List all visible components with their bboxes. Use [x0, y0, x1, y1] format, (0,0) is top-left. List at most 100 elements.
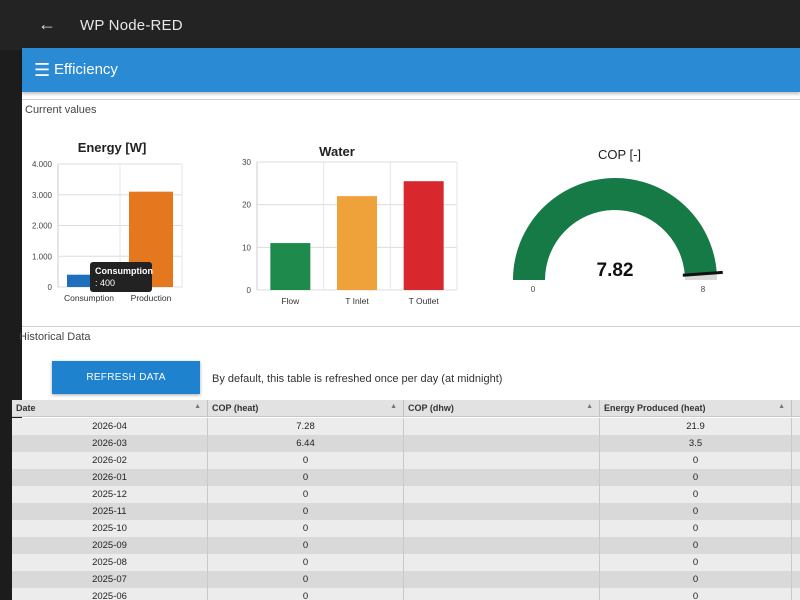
cell-date: 2025-08: [12, 554, 208, 571]
cell-energy-heat: 0: [600, 486, 792, 503]
cell-date: 2025-12: [12, 486, 208, 503]
cell-date: 2025-07: [12, 571, 208, 588]
cell-cop-heat: 0: [208, 486, 404, 503]
cell-energy-heat: 0: [600, 588, 792, 600]
cell-cop-heat: 0: [208, 452, 404, 469]
cell-cop-dhw: [404, 520, 600, 537]
column-header-date[interactable]: Date ▲: [12, 400, 208, 417]
cell-cop-dhw: [404, 588, 600, 600]
table-row[interactable]: 2025-11 0 0: [12, 503, 800, 520]
y-tick-label: 3.000: [32, 191, 53, 200]
y-tick-label: 2.000: [32, 222, 53, 231]
cell-cop-heat: 6.44: [208, 435, 404, 452]
chart-tooltip: Consumption : 400: [90, 262, 153, 292]
y-tick-label: 0: [247, 286, 252, 295]
cell-cop-dhw: [404, 486, 600, 503]
tooltip-value: : 400: [95, 278, 116, 288]
cell-date: 2026-02: [12, 452, 208, 469]
table-row[interactable]: 2026-03 6.44 3.5: [12, 435, 800, 452]
cell-cop-heat: 0: [208, 588, 404, 600]
app-bar: ☰ Efficiency: [22, 48, 800, 92]
cell-energy-heat: 0: [600, 554, 792, 571]
x-tick-label: Consumption: [64, 293, 114, 303]
gauge-fill: [513, 177, 717, 280]
refresh-data-button[interactable]: REFRESH DATA: [52, 361, 200, 394]
cell-cop-dhw: [404, 435, 600, 452]
cell-cop-heat: 0: [208, 537, 404, 554]
table-row[interactable]: 2025-09 0 0: [12, 537, 800, 554]
table-row[interactable]: 2025-06 0 0: [12, 588, 800, 600]
table-header: Date ▲ COP (heat) ▲ COP (dhw) ▲ Energy Prod…: [12, 400, 800, 417]
cell-energy-heat: 0: [600, 469, 792, 486]
table-row[interactable]: 2025-10 0 0: [12, 520, 800, 537]
cell-cop-heat: 0: [208, 469, 404, 486]
cell-cop-heat: 7.28: [208, 418, 404, 435]
cell-cop-dhw: [404, 571, 600, 588]
y-tick-label: 20: [242, 201, 251, 210]
cell-date: 2026-03: [12, 435, 208, 452]
cell-energy-heat: 3.5: [600, 435, 792, 452]
section-divider: [22, 326, 800, 327]
bar-t-outlet[interactable]: [403, 181, 444, 290]
cell-cop-heat: 0: [208, 554, 404, 571]
energy-chart-title: Energy [W]: [77, 140, 147, 155]
y-tick-label: 30: [242, 158, 251, 167]
cell-date: 2025-11: [12, 503, 208, 520]
sort-icon[interactable]: ▲: [586, 403, 593, 410]
historical-data-label: Historical Data: [19, 331, 91, 343]
gauge-value: 7.82: [597, 260, 634, 281]
y-tick-label: 0: [48, 283, 53, 292]
cell-cop-dhw: [404, 469, 600, 486]
sort-icon[interactable]: ▲: [390, 403, 397, 410]
cell-cop-heat: 0: [208, 503, 404, 520]
table-row[interactable]: 2026-04 7.28 21.9: [12, 418, 800, 435]
cell-energy-heat: 0: [600, 537, 792, 554]
section-divider: [22, 99, 800, 100]
cell-date: 2026-04: [12, 418, 208, 435]
cell-energy-heat: 0: [600, 520, 792, 537]
x-tick-label: T Outlet: [409, 296, 440, 306]
cell-cop-dhw: [404, 554, 600, 571]
column-header-cop-heat[interactable]: COP (heat) ▲: [208, 400, 404, 417]
y-tick-label: 1.000: [32, 252, 53, 261]
cell-date: 2025-09: [12, 537, 208, 554]
table-row[interactable]: 2026-02 0 0: [12, 452, 800, 469]
cell-cop-dhw: [404, 503, 600, 520]
cell-cop-dhw: [404, 537, 600, 554]
cell-energy-heat: 0: [600, 452, 792, 469]
cell-date: 2026-01: [12, 469, 208, 486]
table-row[interactable]: 2026-01 0 0: [12, 469, 800, 486]
arrow-left-icon[interactable]: ←: [38, 14, 56, 34]
gauge-needle: [682, 270, 723, 277]
bar-t-inlet[interactable]: [337, 196, 377, 290]
cell-cop-heat: 0: [208, 520, 404, 537]
cell-energy-heat: 0: [600, 503, 792, 520]
table-row[interactable]: 2025-08 0 0: [12, 554, 800, 571]
hamburger-menu-icon[interactable]: ☰: [34, 60, 51, 80]
cop-gauge: 7.82 0 8: [513, 177, 723, 294]
tooltip-title: Consumption: [95, 266, 153, 276]
cell-cop-heat: 0: [208, 571, 404, 588]
table-row[interactable]: 2025-12 0 0: [12, 486, 800, 503]
table-row[interactable]: 2025-07 0 0: [12, 571, 800, 588]
y-tick-label: 10: [242, 243, 251, 252]
x-tick-label: T Inlet: [345, 296, 369, 306]
cell-cop-dhw: [404, 452, 600, 469]
refresh-note: By default, this table is refreshed once…: [212, 373, 503, 385]
cell-energy-heat: 21.9: [600, 418, 792, 435]
cell-energy-heat: 0: [600, 571, 792, 588]
x-tick-label: Flow: [281, 296, 300, 306]
cop-gauge-title: COP [-]: [597, 147, 642, 162]
app-title: WP Node-RED: [80, 17, 183, 34]
sort-icon[interactable]: ▲: [194, 403, 201, 410]
dashboard-screen: ☰ Efficiency Current values Energy [W] 0…: [12, 48, 800, 600]
column-header-energy-heat[interactable]: Energy Produced (heat) ▲: [600, 400, 792, 417]
window-titlebar: ← WP Node-RED: [0, 0, 800, 50]
sort-icon[interactable]: ▲: [778, 403, 785, 410]
column-header-cop-dhw[interactable]: COP (dhw) ▲: [404, 400, 600, 417]
water-bar-chart: 0 10 20 30 Flow T Inlet T Outlet: [242, 158, 458, 306]
cell-date: 2025-10: [12, 520, 208, 537]
y-tick-label: 4.000: [32, 160, 53, 169]
bar-flow[interactable]: [270, 243, 311, 290]
cell-cop-dhw: [404, 418, 600, 435]
